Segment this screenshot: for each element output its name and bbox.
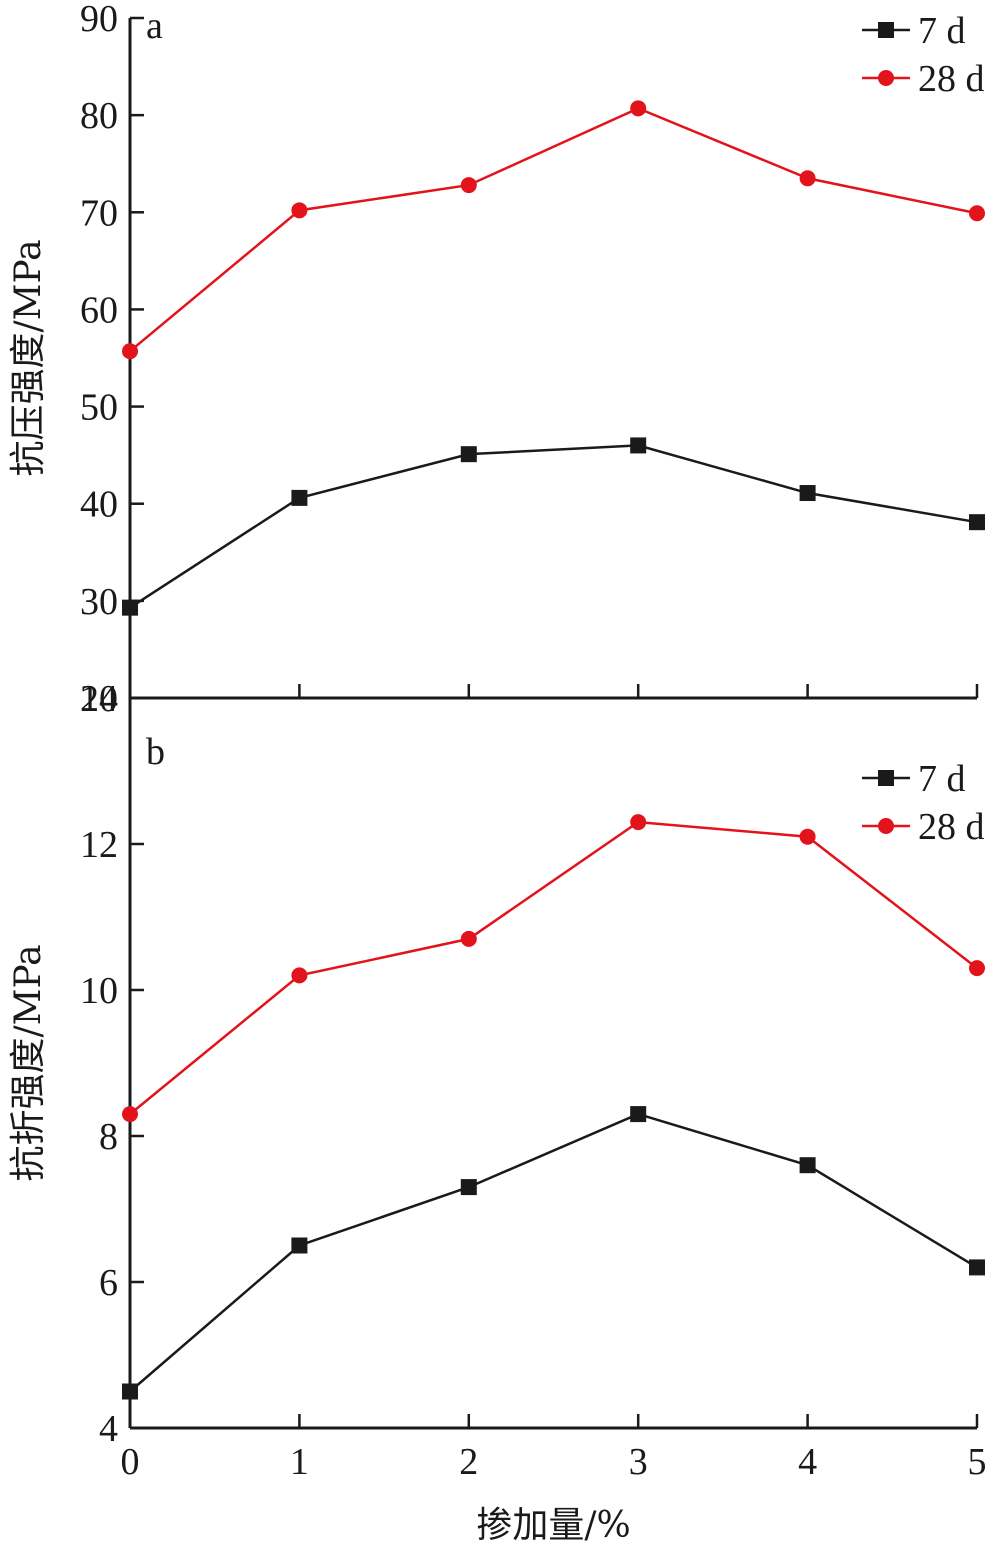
- panel-a-y-axis-title: 抗压强度/MPa: [8, 239, 49, 476]
- panel-b-series-28d-point: [122, 1106, 138, 1123]
- panel-b-series-7d-point: [460, 1179, 477, 1196]
- panel-a-series-28d-point: [460, 177, 477, 194]
- panel-a-legend-7d-label: 7 d: [918, 10, 966, 52]
- panel-b-series-28d-point: [799, 828, 816, 845]
- panel-a-y-tick-label: 20: [80, 678, 118, 720]
- panel-b-y-tick-label: 12: [80, 824, 118, 866]
- panel-b-x-tick-label: 3: [629, 1441, 648, 1483]
- panel-a-series-28d-point: [291, 202, 308, 219]
- panel-a-series-7d-point: [630, 437, 647, 454]
- panel-b-y-tick-label: 10: [80, 970, 118, 1012]
- panel-a-y-tick-label: 40: [80, 484, 118, 526]
- panel-a-series-7d-point: [122, 599, 138, 616]
- panel-b-y-tick-label: 8: [99, 1116, 118, 1158]
- panel-b-series-7d-point: [630, 1106, 647, 1123]
- panel-a-legend-7d-marker: [878, 22, 894, 38]
- panel-a-y-tick-label: 90: [80, 0, 118, 40]
- panel-b-series-28d-point: [291, 967, 308, 984]
- panel-b-series-7d-point: [799, 1157, 816, 1174]
- panel-a: 20 30 40 50 60 70 80 90 a 抗压强度/MPa 7 d 28 d: [8, 0, 985, 720]
- panel-a-series-7d-point: [969, 514, 985, 531]
- panel-b-series-28d-point: [969, 960, 985, 977]
- panel-b-series-28d-point: [630, 814, 647, 831]
- panel-b-series-7d-point: [291, 1237, 308, 1254]
- panel-b-y-tick-label: 6: [99, 1262, 118, 1304]
- panel-b-x-tick-label: 5: [968, 1441, 987, 1483]
- panel-a-series-7d-point: [460, 446, 477, 463]
- panel-b-x-tick-label: 0: [121, 1441, 140, 1483]
- panel-b-x-tick-label: 1: [290, 1441, 309, 1483]
- panel-b-x-axis-title: 掺加量/%: [476, 1505, 630, 1546]
- panel-b-legend-28d-label: 28 d: [918, 806, 985, 848]
- panel-a-series-7d-line: [129, 444, 978, 609]
- panel-b-series-7d-point: [122, 1383, 138, 1400]
- panel-a-series-7d-point: [291, 489, 308, 506]
- panel-a-series-28d-point: [969, 205, 985, 222]
- panel-a-y-tick-label: 80: [80, 95, 118, 137]
- panel-b-legend-7d-marker: [878, 770, 894, 786]
- panel-a-legend-28d-marker: [878, 70, 894, 86]
- panel-a-y-tick-label: 50: [80, 387, 118, 429]
- panel-b-x-tick-label: 4: [798, 1441, 817, 1483]
- panel-a-series-28d-point: [630, 100, 647, 117]
- panel-b-y-tick-label: 14: [80, 678, 118, 720]
- panel-a-legend-28d-label: 28 d: [918, 58, 985, 100]
- panel-b-letter: b: [146, 731, 165, 773]
- panel-a-y-tick-label: 70: [80, 192, 118, 234]
- panel-a-y-tick-label: 30: [80, 581, 118, 623]
- panel-b-legend-28d-marker: [878, 818, 894, 834]
- panel-b-legend-7d-label: 7 d: [918, 758, 966, 800]
- panel-b-series-7d-point: [969, 1259, 985, 1276]
- panel-a-series-28d-point: [122, 343, 138, 360]
- panel-b-y-tick-label: 4: [99, 1408, 118, 1450]
- panel-a-letter: a: [146, 5, 163, 47]
- panel-a-series-28d-point: [799, 170, 816, 187]
- panel-a-series-28d-line: [129, 106, 978, 353]
- panel-b-y-axis-title: 抗折强度/MPa: [8, 944, 49, 1181]
- panel-b-series-28d-line: [129, 820, 978, 1116]
- panel-a-series-7d-point: [799, 485, 816, 502]
- panel-b-series-7d-line: [129, 1112, 978, 1393]
- panel-b-x-tick-label: 2: [459, 1441, 478, 1483]
- panel-b-series-28d-point: [460, 930, 477, 947]
- panel-a-y-tick-label: 60: [80, 289, 118, 331]
